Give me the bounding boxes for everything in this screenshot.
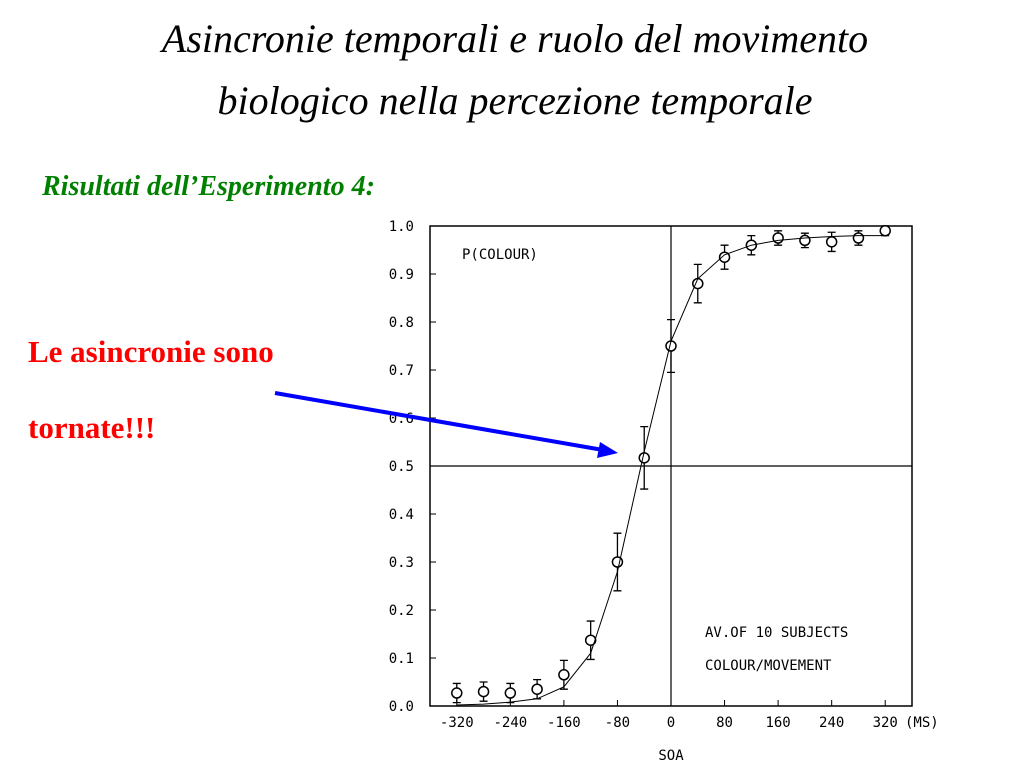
y-tick-label: 1.0 <box>389 219 414 235</box>
y-tick-label: 0.3 <box>389 555 414 571</box>
data-point <box>825 236 838 248</box>
arrow-head <box>597 442 618 458</box>
data-point <box>638 452 650 464</box>
y-tick-label: 0.7 <box>389 363 414 379</box>
annotation: P(COLOUR) <box>462 247 538 263</box>
x-tick-label: -240 <box>493 715 527 731</box>
y-tick-label: 0.0 <box>389 699 414 715</box>
data-point <box>879 225 891 237</box>
y-tick-label: 0.5 <box>389 459 414 475</box>
annotation: COLOUR/MOVEMENT <box>705 658 832 674</box>
data-point <box>451 687 463 699</box>
data-point <box>611 556 624 568</box>
x-tick-label: 160 <box>765 715 790 731</box>
data-point <box>799 234 811 247</box>
x-axis-label: SOA <box>658 748 684 764</box>
data-point <box>558 669 570 681</box>
x-tick-label: -320 <box>440 715 474 731</box>
data-point <box>718 251 731 263</box>
data-point <box>852 232 865 244</box>
slide-title: Asincronie temporali e ruolo del movimen… <box>159 16 868 61</box>
y-tick-label: 0.9 <box>389 267 414 283</box>
x-unit: (MS) <box>905 715 939 731</box>
note: tornate!!! <box>28 410 155 445</box>
plot: 0.00.10.20.30.40.50.60.70.80.91.0-320 -24… <box>389 219 939 764</box>
subtitle: Risultati dell’Esperimento 4: <box>41 171 375 202</box>
slide-title: biologico nella percezione temporale <box>217 78 812 123</box>
y-tick-label: 0.1 <box>389 651 414 667</box>
data-point <box>477 685 490 698</box>
x-tick-label: 240 <box>819 715 844 731</box>
y-tick-label: 0.8 <box>389 315 414 331</box>
data-point <box>531 683 543 695</box>
x-tick-label: -160 <box>547 715 581 731</box>
note: Le asincronie sono <box>28 334 274 369</box>
y-tick-label: 0.2 <box>389 603 414 619</box>
data-point <box>504 687 517 699</box>
x-tick-label: 320 <box>873 715 898 731</box>
arrow <box>274 391 604 452</box>
x-tick-label: -80 <box>605 715 630 731</box>
y-tick-label: 0.4 <box>389 507 414 523</box>
fit-curve <box>456 235 886 706</box>
x-tick-label: 80 <box>716 715 733 731</box>
data-point <box>584 634 597 646</box>
annotation: AV.OF 10 SUBJECTS <box>705 625 848 641</box>
x-tick-label: 0 <box>667 715 675 731</box>
